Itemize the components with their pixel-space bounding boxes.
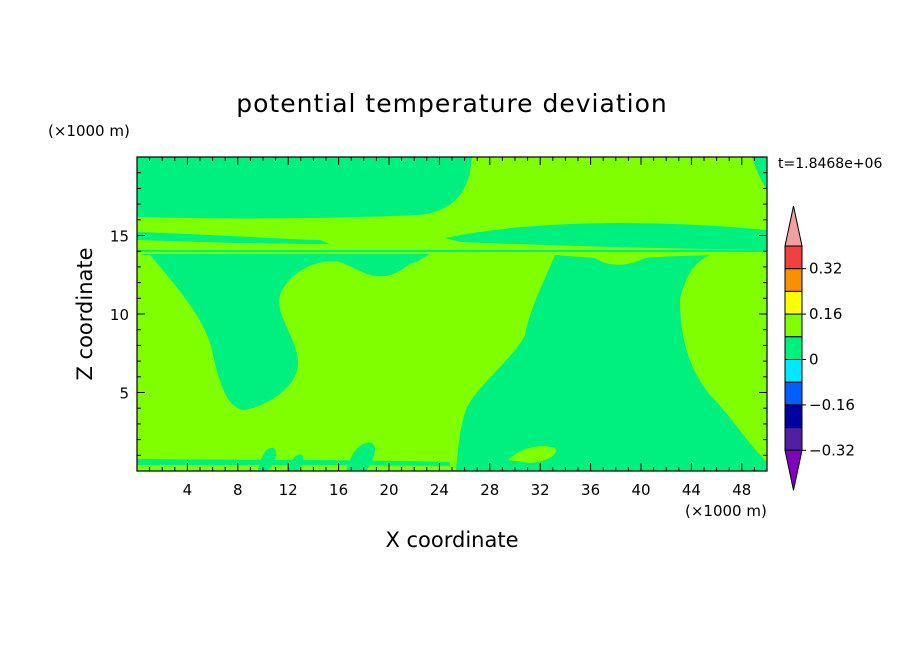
- y-unit-label: (×1000 m): [48, 122, 130, 140]
- colorbar-segment: [784, 313, 803, 338]
- colorbar-segment: [784, 290, 803, 315]
- colorbar-tick-label: −0.16: [809, 396, 855, 414]
- colorbar-tick-label: −0.32: [809, 441, 855, 459]
- band-mid-negative: [137, 250, 767, 252]
- upper-right-negative-region: [752, 157, 767, 190]
- y-axis-label: Z coordinate: [73, 247, 97, 380]
- upper-negative-region: [137, 157, 472, 219]
- bottom-blob-1: [258, 447, 277, 471]
- x-tick-label: 16: [329, 481, 348, 499]
- colorbar-over-arrow: [784, 205, 803, 247]
- x-tick-label: 20: [379, 481, 398, 499]
- x-tick-label: 48: [732, 481, 751, 499]
- x-tick-label: 24: [430, 481, 449, 499]
- time-label: t=1.8468e+06: [778, 156, 882, 172]
- x-tick-label: 36: [581, 481, 600, 499]
- colorbar-segment: [784, 245, 803, 270]
- y-tick-label: 10: [110, 306, 129, 324]
- plot-area: [137, 157, 767, 471]
- right-pocket-positive: [508, 446, 556, 463]
- band-right-negative: [445, 223, 767, 250]
- colorbar-segment: [784, 336, 803, 360]
- chart-title: potential temperature deviation: [236, 89, 667, 118]
- right-body-negative-region: [456, 255, 767, 471]
- x-axis-label: X coordinate: [385, 528, 518, 552]
- x-tick-label: 32: [531, 481, 550, 499]
- bottom-strip: [137, 459, 450, 466]
- y-tick-label: 5: [119, 385, 129, 403]
- colorbar-tick-label: 0: [809, 351, 819, 369]
- left-lobe-negative-region: [140, 254, 430, 410]
- x-tick-label: 12: [279, 481, 298, 499]
- colorbar-segment: [784, 359, 803, 383]
- x-tick-label: 8: [233, 481, 243, 499]
- x-axis-ticks: 4 8 12 16 20 24 28 32 36 40 44 48: [149, 157, 755, 499]
- y-tick-label: 15: [110, 228, 129, 246]
- colorbar-segment: [784, 381, 803, 406]
- colorbar-segment: [784, 427, 803, 451]
- y-axis-ticks: 5 10 15: [110, 172, 767, 456]
- colorbar-tick-label: 0.16: [809, 305, 842, 323]
- colorbar-tick-label: 0.32: [809, 260, 842, 278]
- x-unit-label: (×1000 m): [685, 502, 767, 520]
- x-tick-label: 28: [480, 481, 499, 499]
- colorbar-under-arrow: [784, 449, 803, 491]
- colorbar-segment: [784, 268, 803, 292]
- colorbar-segment: [784, 404, 803, 429]
- x-tick-label: 4: [183, 481, 193, 499]
- band-left-negative: [137, 232, 330, 244]
- x-tick-label: 44: [682, 481, 701, 499]
- x-tick-label: 40: [631, 481, 650, 499]
- colorbar: 0.32 0.16 0 −0.16 −0.32: [784, 205, 855, 491]
